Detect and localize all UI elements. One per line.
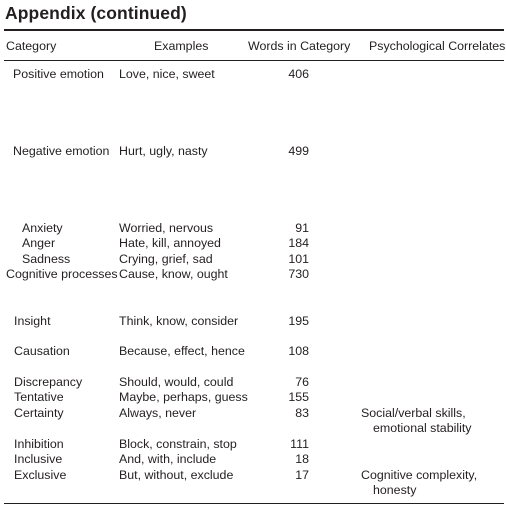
cell-examples: And, with, include — [119, 452, 217, 466]
cell-category: Negative emotion — [13, 144, 110, 158]
cell-examples: Always, never — [119, 406, 197, 420]
cell-category: Certainty — [14, 406, 64, 420]
cell-words: 101 — [288, 252, 309, 266]
cell-words: 108 — [288, 344, 309, 358]
cell-category: Inclusive — [14, 452, 63, 466]
cell-words: 155 — [288, 390, 309, 404]
cell-correlates: emotional stability — [373, 421, 472, 435]
cell-examples: Crying, grief, sad — [119, 252, 213, 266]
cell-words: 76 — [295, 375, 309, 389]
top-rule — [4, 29, 504, 31]
cell-examples: Cause, know, ought — [119, 267, 228, 281]
cell-examples: Love, nice, sweet — [119, 67, 215, 81]
cell-category: Tentative — [14, 390, 64, 404]
cell-examples: Think, know, consider — [119, 314, 239, 328]
cell-words: 499 — [288, 144, 309, 158]
cell-examples: Hurt, ugly, nasty — [119, 144, 208, 158]
header-psychological-correlates: Psychological Correlates — [369, 39, 506, 53]
cell-correlates: Social/verbal skills, — [361, 406, 466, 420]
cell-examples: Because, effect, hence — [119, 344, 245, 358]
bottom-rule — [4, 503, 504, 505]
header-rule — [4, 60, 504, 61]
cell-words: 91 — [295, 221, 309, 235]
cell-category: Anxiety — [22, 221, 63, 235]
cell-examples: Should, would, could — [119, 375, 234, 389]
header-category: Category — [6, 39, 57, 53]
cell-examples: Block, constrain, stop — [119, 437, 237, 451]
cell-examples: Maybe, perhaps, guess — [119, 390, 248, 404]
cell-words: 406 — [288, 67, 309, 81]
cell-examples: Hate, kill, annoyed — [119, 236, 221, 250]
cell-words: 111 — [290, 437, 309, 451]
header-examples: Examples — [154, 39, 209, 53]
cell-words: 195 — [288, 314, 309, 328]
cell-category: Inhibition — [14, 437, 64, 451]
cell-correlates: Cognitive complexity, — [361, 468, 478, 482]
cell-category: Anger — [22, 236, 56, 250]
cell-examples: Worried, nervous — [119, 221, 214, 235]
appendix-title: Appendix (continued) — [5, 3, 187, 23]
cell-category: Cognitive processes — [6, 267, 118, 281]
cell-examples: But, without, exclude — [119, 468, 234, 482]
cell-words: 83 — [295, 406, 309, 420]
cell-correlates: honesty — [373, 483, 417, 497]
cell-category: Positive emotion — [13, 67, 104, 81]
cell-category: Insight — [14, 314, 51, 328]
header-words-in-category: Words in Category — [248, 39, 351, 53]
cell-words: 184 — [288, 236, 309, 250]
cell-category: Sadness — [22, 252, 71, 266]
cell-category: Discrepancy — [14, 375, 83, 389]
cell-words: 730 — [288, 267, 309, 281]
cell-words: 18 — [295, 452, 309, 466]
cell-words: 17 — [295, 468, 309, 482]
cell-category: Exclusive — [14, 468, 67, 482]
cell-category: Causation — [14, 344, 70, 358]
